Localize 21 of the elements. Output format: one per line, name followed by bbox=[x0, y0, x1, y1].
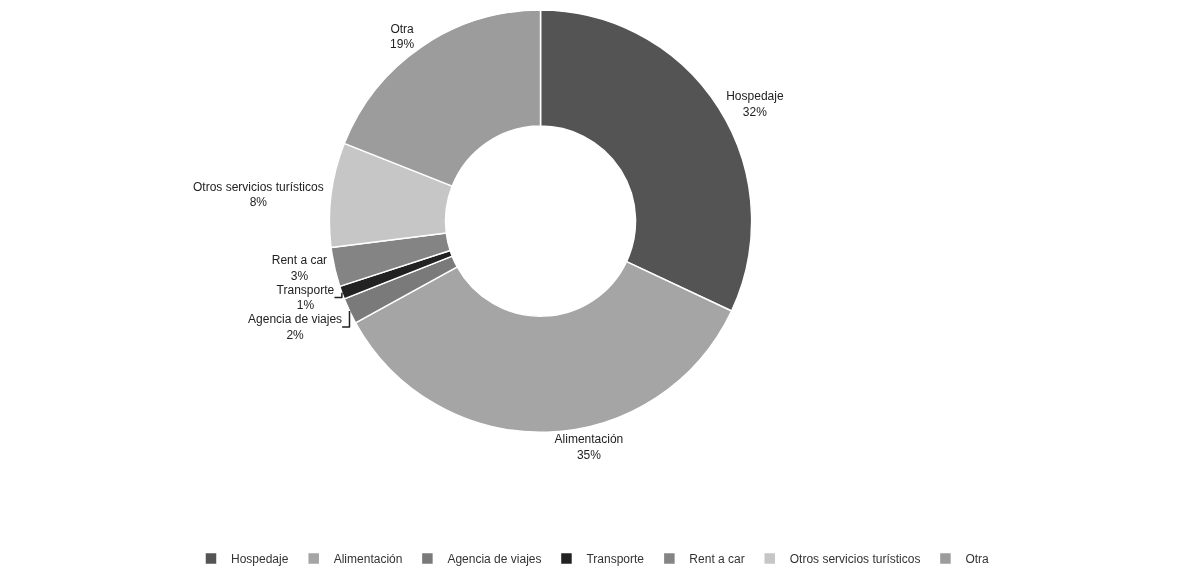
data-label: 8% bbox=[249, 195, 268, 210]
data-label: 1% bbox=[296, 298, 315, 313]
slice-label: Agencia de viajes bbox=[248, 312, 343, 327]
slice-label: Otra bbox=[390, 21, 415, 36]
slice-label: Otros servicios turísticos bbox=[192, 179, 324, 194]
legend-label: Rent a car bbox=[689, 552, 745, 567]
slice-label: Transporte bbox=[276, 282, 335, 297]
data-label: 19% bbox=[390, 37, 415, 52]
legend-label: Otra bbox=[965, 552, 990, 567]
legend-label: Agencia de viajes bbox=[447, 552, 542, 567]
legend-label: Transporte bbox=[586, 552, 645, 567]
legend-label: Alimentación bbox=[333, 552, 403, 567]
data-label: 32% bbox=[742, 104, 768, 119]
data-label: 3% bbox=[290, 268, 309, 283]
legend-label: Hospedaje bbox=[231, 552, 289, 567]
data-label: 2% bbox=[286, 327, 305, 342]
slice-label: Rent a car bbox=[271, 253, 328, 268]
data-label: 35% bbox=[576, 447, 602, 462]
slice-label: Alimentación bbox=[554, 432, 624, 447]
legend-label: Otros servicios turísticos bbox=[789, 552, 921, 567]
slice-label: Hospedaje bbox=[726, 88, 784, 103]
